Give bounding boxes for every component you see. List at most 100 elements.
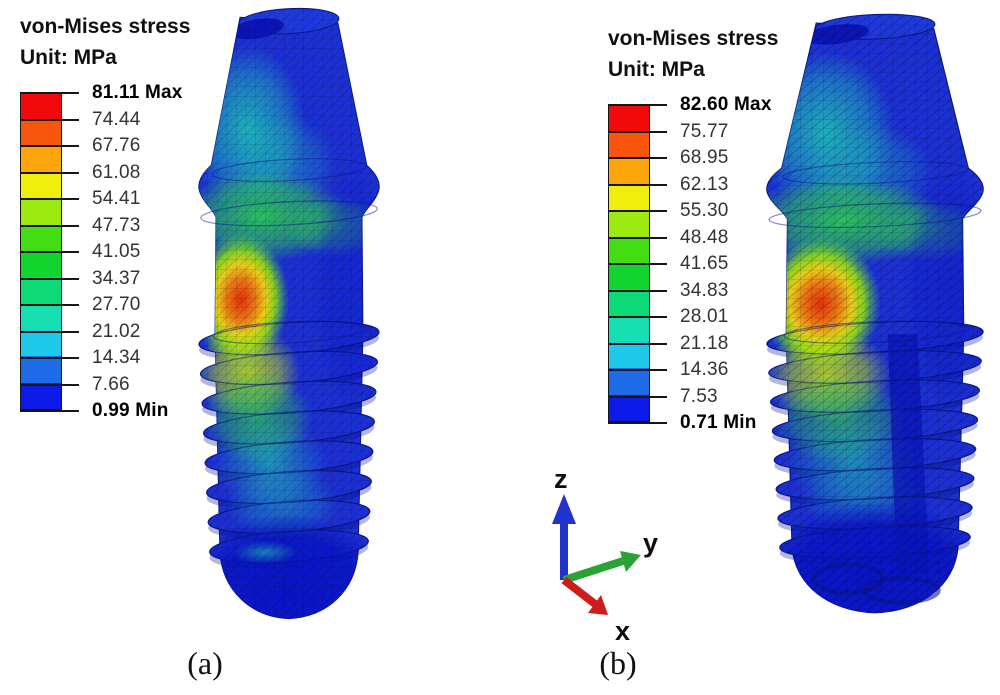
legend-color-band (21, 277, 61, 304)
legend-tick (20, 145, 79, 147)
x-axis-arrow (561, 576, 598, 608)
legend-color-band (609, 131, 649, 158)
legend-tick-label: 34.83 (680, 280, 729, 301)
legend-tick-label: 81.11 Max (92, 82, 183, 103)
legend-tick (20, 410, 79, 412)
legend-tick-label: 14.36 (680, 359, 729, 380)
legend-color-band (21, 145, 61, 172)
legend-tick (608, 316, 667, 318)
legend-color-band (21, 303, 61, 330)
legend-color-band (609, 210, 649, 237)
legend-color-band (21, 224, 61, 251)
legend-tick (20, 198, 79, 200)
legend-unit: Unit: MPa (608, 58, 705, 81)
legend-tick (608, 104, 667, 106)
coordinate-triad: z y x (552, 464, 658, 646)
legend-color-band (609, 262, 649, 290)
y-axis-arrow (562, 557, 625, 584)
legend-tick (608, 422, 667, 424)
x-axis-arrowhead (588, 595, 608, 615)
legend-color-band (21, 356, 61, 383)
stress-legend-a: von-Mises stress Unit: MPa 81.11 Max 74.4… (20, 14, 230, 421)
legend-tick (608, 396, 667, 398)
colorbar-bands (20, 92, 62, 410)
legend-color-band (609, 394, 649, 421)
legend-tick-label: 61.08 (92, 162, 141, 183)
legend-tick (20, 251, 79, 253)
y-axis-arrowhead (620, 551, 641, 572)
legend-tick (20, 92, 79, 94)
legend-tick-label: 14.34 (92, 347, 141, 368)
legend-tick-label: 0.71 Min (680, 412, 757, 433)
fea-mesh-overlay (765, 11, 985, 613)
legend-color-band (609, 105, 649, 132)
legend-tick (608, 184, 667, 186)
legend-color-band (21, 119, 61, 146)
x-axis-label: x (615, 616, 630, 646)
legend-color-band (609, 341, 649, 369)
legend-tick (20, 331, 79, 333)
legend-color-band (21, 382, 61, 409)
legend-color-band (609, 236, 649, 263)
legend-tick (608, 131, 667, 133)
fea-mesh-overlay (197, 6, 381, 619)
legend-color-band (21, 250, 61, 278)
legend-tick (20, 304, 79, 306)
legend-colorbar: 82.60 Max 75.77 68.95 62.13 55.30 48.48 41.65 3… (608, 94, 818, 433)
legend-tick (20, 225, 79, 227)
legend-color-band (609, 315, 649, 342)
legend-tick-label: 28.01 (680, 306, 729, 327)
legend-tick (608, 237, 667, 239)
legend-tick-label: 75.77 (680, 121, 729, 142)
legend-tick (20, 357, 79, 359)
caption-b: (b) (599, 645, 637, 681)
legend-tick-label: 47.73 (92, 215, 141, 236)
legend-title: von-Mises stress (20, 15, 191, 38)
legend-tick-label: 68.95 (680, 147, 729, 168)
legend-tick-label: 55.30 (680, 200, 729, 221)
z-axis-label: z (554, 464, 568, 494)
legend-tick (20, 119, 79, 121)
legend-tick-label: 41.05 (92, 241, 141, 262)
legend-tick-label: 7.53 (680, 386, 718, 407)
legend-tick (20, 384, 79, 386)
z-axis-arrowhead (552, 494, 576, 524)
legend-tick (608, 157, 667, 159)
legend-tick-label: 48.48 (680, 227, 729, 248)
legend-colorbar: 81.11 Max 74.44 67.76 61.08 54.41 47.73 41.05 3… (20, 82, 230, 421)
legend-tick-label: 82.60 Max (680, 94, 772, 115)
legend-tick (20, 278, 79, 280)
legend-color-band (21, 93, 61, 120)
legend-tick-label: 0.99 Min (92, 400, 169, 421)
stress-legend-b: von-Mises stress Unit: MPa 82.60 Max 75.7… (608, 26, 818, 433)
legend-color-band (21, 171, 61, 199)
legend-color-band (609, 183, 649, 211)
legend-tick-label: 7.66 (92, 374, 130, 395)
legend-tick-label: 21.02 (92, 321, 141, 342)
implant-model-a (197, 6, 381, 620)
legend-color-band (609, 289, 649, 316)
legend-tick (20, 172, 79, 174)
legend-tick (608, 343, 667, 345)
legend-color-band (609, 157, 649, 184)
legend-tick-label: 21.18 (680, 333, 729, 354)
legend-tick (608, 290, 667, 292)
legend-tick-label: 27.70 (92, 294, 141, 315)
legend-color-band (609, 368, 649, 395)
legend-tick (608, 369, 667, 371)
caption-a: (a) (187, 645, 223, 681)
implant-model-b (765, 11, 985, 614)
legend-tick-label: 54.41 (92, 188, 141, 209)
legend-tick-label: 67.76 (92, 135, 141, 156)
legend-tick (608, 263, 667, 265)
legend-tick-label: 62.13 (680, 174, 729, 195)
y-axis-label: y (643, 528, 658, 558)
legend-unit: Unit: MPa (20, 46, 117, 69)
legend-tick (608, 210, 667, 212)
legend-tick-label: 74.44 (92, 109, 141, 130)
legend-tick-label: 41.65 (680, 253, 729, 274)
legend-tick-label: 34.37 (92, 268, 141, 289)
legend-title: von-Mises stress (608, 27, 779, 50)
legend-color-band (21, 198, 61, 225)
